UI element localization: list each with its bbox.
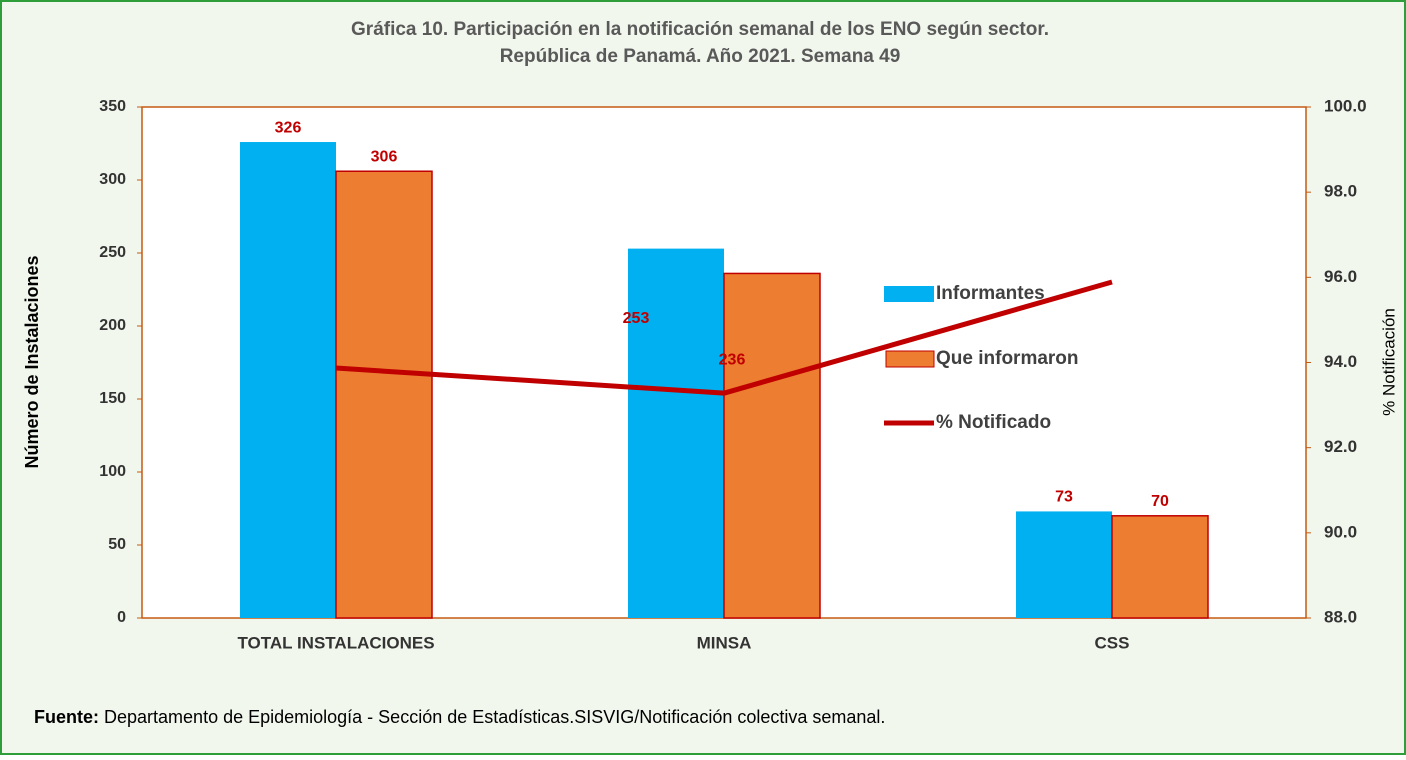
y2-tick-label: 90.0 [1324,522,1357,541]
line [335,279,1113,396]
y2-tick-label: 100.0 [1324,96,1367,115]
legend-label: % Notificado [936,412,1051,433]
y-tick-label: 300 [99,171,126,188]
bar [1016,511,1112,618]
x-tick-label: CSS [1095,633,1130,652]
x-tick-label: MINSA [697,633,752,652]
legend-marker [884,286,934,302]
y2-tick-label: 98.0 [1324,182,1357,201]
bar [335,170,433,619]
source-label: Fuente: [34,707,99,727]
y2-tick-label: 96.0 [1324,267,1357,286]
y2-tick-label: 94.0 [1324,352,1357,371]
source-text: Departamento de Epidemiología - Sección … [104,707,885,727]
x-tick-label: TOTAL INSTALACIONES [237,633,434,652]
y-tick-label: 50 [108,536,126,553]
y-tick-label: 0 [117,609,126,626]
y-axis-title: Número de Instalaciones [22,255,42,468]
source: Fuente: Departamento de Epidemiología - … [34,707,885,727]
bar [723,272,821,619]
y2-tick-label: 92.0 [1324,437,1357,456]
data-label: 306 [371,148,398,165]
legend-label: Que informaron [936,348,1079,369]
chart-title: Gráfica 10. Participación en la notifica… [351,19,1049,40]
bar [1111,515,1209,619]
legend-label: Informantes [936,283,1045,304]
y2-tick-label: 88.0 [1324,607,1357,626]
legend-marker [885,350,935,368]
y-tick-label: 200 [99,317,126,334]
data-label: 253 [623,310,650,327]
data-label: 326 [275,119,302,136]
y-tick-label: 100 [99,463,126,480]
bar [628,248,724,618]
data-label: 73 [1055,489,1073,506]
chart-title: República de Panamá. Año 2021. Semana 49 [500,46,901,67]
bar [240,142,336,619]
data-label: 236 [719,352,746,369]
y-tick-label: 150 [99,390,126,407]
y2-axis-title: % Notificación [1379,308,1398,416]
y-tick-label: 350 [99,98,126,115]
y-tick-label: 250 [99,244,126,261]
data-label: 70 [1151,493,1169,510]
